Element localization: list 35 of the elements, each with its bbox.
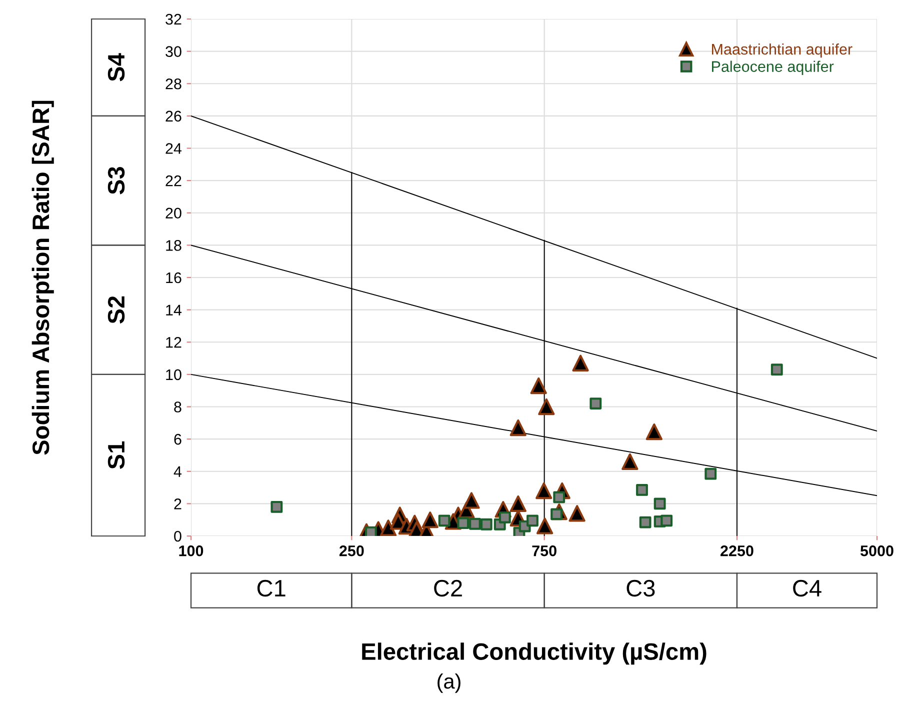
y-tick-label: 18 — [166, 240, 182, 251]
text: C3 — [626, 580, 655, 597]
text: S2 — [108, 296, 125, 324]
y-tick-label: 12 — [166, 336, 182, 348]
y-tick-label: 10 — [166, 369, 182, 380]
y-tick-label: 28 — [166, 78, 182, 90]
y-tick-label: 0 — [174, 530, 182, 542]
text: S1 — [108, 441, 125, 469]
x-tick-label: 750 — [532, 545, 556, 556]
y-tick-label: 8 — [174, 402, 182, 412]
x-tick-label: 100 — [179, 545, 204, 556]
y-tick-label: 24 — [166, 143, 182, 154]
y-tick-label: 30 — [166, 46, 182, 57]
text: S4 — [108, 53, 125, 82]
y-tick-label: 4 — [174, 466, 182, 477]
y-tick-label: 32 — [166, 14, 182, 25]
y-tick-label: 16 — [166, 272, 182, 284]
text: S3 — [108, 166, 125, 194]
x-tick-label: 250 — [339, 545, 364, 556]
y-tick-label: 6 — [174, 434, 182, 445]
x-axis-title: Electrical Conductivity (µS/cm) — [362, 642, 706, 665]
y-tick-label: 14 — [166, 304, 182, 316]
y-tick-label: 20 — [166, 208, 182, 219]
legend-label: Maastrichtian aquifer — [712, 43, 852, 58]
y-axis-title: Sodium Absorption Ratio [SAR] — [32, 100, 54, 455]
text: C4 — [793, 580, 822, 597]
y-tick-label: 2 — [174, 498, 182, 510]
y-tick-label: 22 — [166, 175, 182, 186]
y-tick-label: 26 — [166, 110, 182, 122]
text: C1 — [257, 580, 286, 597]
legend-label: Paleocene aquifer — [712, 60, 834, 75]
text: C2 — [434, 580, 462, 597]
x-tick-label: 2250 — [720, 545, 754, 556]
text: (a) — [438, 673, 460, 693]
x-tick-label: 5000 — [860, 545, 894, 556]
